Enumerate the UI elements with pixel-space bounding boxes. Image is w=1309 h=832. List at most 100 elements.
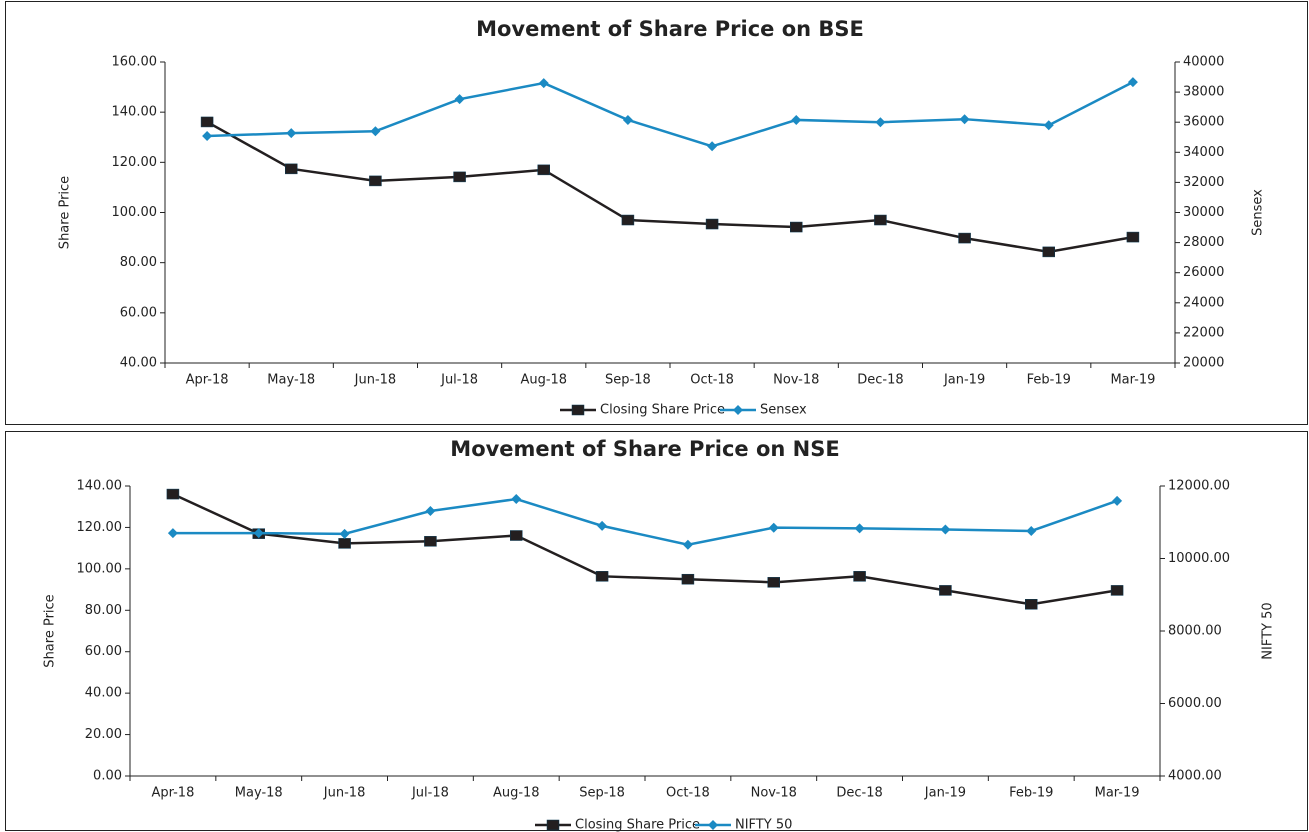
- marker: [705, 218, 719, 230]
- marker: [369, 175, 382, 187]
- marker: [453, 171, 466, 183]
- y-tick-label: 80.00: [120, 255, 157, 270]
- x-tick-label: Sep-18: [605, 373, 651, 388]
- marker: [338, 538, 351, 549]
- legend-marker: [571, 404, 585, 416]
- x-tick-label: Nov-18: [773, 373, 819, 388]
- marker: [958, 232, 971, 244]
- y-tick-label: 160.00: [112, 55, 158, 70]
- x-tick-label: Jul-18: [411, 786, 449, 801]
- panel-frame: [5, 431, 1308, 831]
- marker: [622, 114, 633, 125]
- marker: [424, 536, 437, 547]
- series-line: [206, 120, 1134, 254]
- x-tick-label: Dec-18: [836, 786, 882, 801]
- marker: [621, 214, 635, 226]
- y-tick-label: 20.00: [85, 727, 122, 742]
- y2-tick-label: 10000.00: [1168, 551, 1230, 566]
- x-tick-label: Sep-18: [579, 786, 625, 801]
- marker: [1110, 585, 1124, 596]
- y2-tick-label: 24000: [1183, 295, 1224, 310]
- marker: [425, 506, 436, 517]
- y-tick-label: 40.00: [120, 356, 157, 371]
- y2-tick-label: 22000: [1183, 325, 1224, 340]
- marker: [939, 585, 952, 596]
- y2-tick-label: 8000.00: [1168, 624, 1222, 639]
- legend-label: NIFTY 50: [735, 818, 792, 832]
- marker: [537, 164, 550, 176]
- legend-label: Closing Share Price: [575, 818, 700, 832]
- marker: [707, 141, 718, 152]
- legend-label: Sensex: [760, 403, 807, 418]
- marker: [167, 528, 178, 539]
- marker: [790, 221, 803, 233]
- y-tick-label: 120.00: [77, 520, 123, 535]
- x-tick-label: Nov-18: [751, 786, 797, 801]
- marker: [1026, 525, 1037, 536]
- y2-axis-label: NIFTY 50: [1261, 602, 1276, 659]
- marker: [768, 522, 779, 533]
- chart-title: Movement of Share Price on BSE: [476, 17, 864, 41]
- y-tick-label: 140.00: [112, 105, 158, 120]
- series-line: [172, 497, 1118, 547]
- y2-tick-label: 32000: [1183, 175, 1224, 190]
- marker: [682, 539, 693, 550]
- series-line: [207, 81, 1134, 148]
- legend-marker: [546, 819, 560, 831]
- y2-tick-label: 30000: [1183, 205, 1224, 220]
- x-tick-label: May-18: [267, 373, 315, 388]
- x-tick-label: Jun-18: [354, 373, 397, 388]
- x-tick-label: Oct-18: [690, 373, 734, 388]
- y-tick-label: 80.00: [85, 603, 122, 618]
- marker: [285, 163, 298, 175]
- series-line: [172, 492, 1118, 606]
- y-axis-label: Share Price: [58, 176, 73, 249]
- y-tick-label: 60.00: [120, 305, 157, 320]
- x-tick-label: Apr-18: [186, 373, 229, 388]
- legend-label: Closing Share Price: [600, 403, 725, 418]
- marker: [767, 577, 780, 588]
- marker: [1127, 77, 1138, 88]
- y2-tick-label: 38000: [1183, 85, 1224, 100]
- marker: [200, 116, 214, 128]
- x-tick-label: Apr-18: [151, 786, 194, 801]
- marker: [874, 214, 887, 226]
- marker: [875, 117, 886, 128]
- x-tick-label: Mar-19: [1110, 373, 1155, 388]
- marker: [853, 571, 866, 582]
- x-tick-label: Aug-18: [493, 786, 540, 801]
- y2-tick-label: 36000: [1183, 115, 1224, 130]
- x-tick-label: Feb-19: [1027, 373, 1071, 388]
- marker: [339, 528, 350, 539]
- marker: [1112, 495, 1123, 506]
- marker: [202, 131, 213, 142]
- y-tick-label: 0.00: [93, 769, 122, 784]
- x-tick-label: Mar-19: [1095, 786, 1140, 801]
- y2-tick-label: 28000: [1183, 235, 1224, 250]
- x-tick-label: Jun-18: [323, 786, 366, 801]
- x-tick-label: May-18: [235, 786, 283, 801]
- marker: [940, 524, 951, 535]
- y2-tick-label: 4000.00: [1168, 769, 1222, 784]
- y2-axis-label: Sensex: [1251, 189, 1266, 236]
- y2-tick-label: 40000: [1183, 55, 1224, 70]
- marker: [791, 114, 802, 125]
- marker: [1043, 120, 1054, 131]
- marker: [1126, 231, 1140, 243]
- y2-tick-label: 34000: [1183, 145, 1224, 160]
- marker: [1025, 599, 1038, 610]
- y2-tick-label: 12000.00: [1168, 479, 1230, 494]
- y-tick-label: 100.00: [112, 205, 158, 220]
- legend-marker: [733, 405, 743, 415]
- y-axis-label: Share Price: [43, 594, 58, 667]
- marker: [959, 114, 970, 125]
- marker: [370, 126, 381, 137]
- y-tick-label: 100.00: [77, 561, 123, 576]
- marker: [1042, 246, 1055, 258]
- chart-title: Movement of Share Price on NSE: [450, 437, 839, 461]
- y2-tick-label: 26000: [1183, 265, 1224, 280]
- y-tick-label: 120.00: [112, 155, 158, 170]
- marker: [597, 520, 608, 531]
- marker: [511, 494, 522, 505]
